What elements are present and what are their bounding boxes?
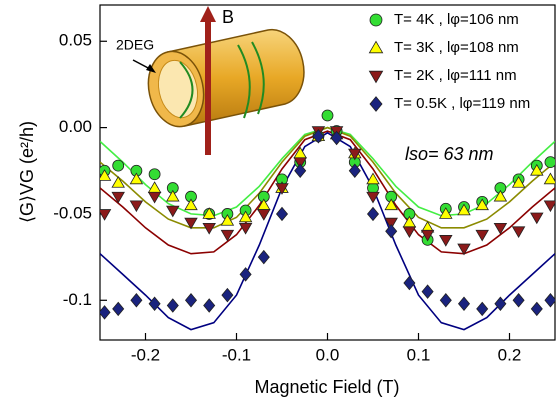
inset-label: 2DEG — [116, 37, 154, 53]
x-tick-label: 0.1 — [407, 345, 431, 364]
page: {"chart_data": { "type": "scatter", "x_l… — [0, 0, 557, 403]
chart: B 2DEG Magnetic Field (T) ⟨G⟩VG (e²/h) l… — [0, 0, 557, 403]
inset-label: B — [222, 7, 234, 27]
y-tick-label: 0.00 — [59, 117, 92, 136]
legend-label: T= 4K , lφ=106 nm — [394, 11, 519, 28]
legend-label: T= 2K , lφ=111 nm — [394, 67, 517, 84]
y-tick-label: 0.05 — [59, 31, 92, 50]
y-axis-label: ⟨G⟩VG (e²/h) — [17, 121, 37, 223]
legend-marker — [370, 14, 382, 26]
annotation: lso= 63 nm — [405, 144, 494, 164]
data-point — [113, 160, 124, 171]
data-point — [149, 169, 160, 180]
y-tick-label: -0.1 — [63, 290, 92, 309]
x-tick-label: 0.2 — [498, 345, 522, 364]
x-tick-label: 0.0 — [316, 345, 340, 364]
y-tick-label: -0.05 — [53, 203, 92, 222]
legend-label: T= 3K , lφ=108 nm — [394, 39, 519, 56]
x-axis-label: Magnetic Field (T) — [254, 377, 399, 397]
legend-label: T= 0.5K , lφ=119 nm — [394, 95, 530, 112]
x-tick-label: -0.1 — [222, 345, 251, 364]
data-point — [322, 110, 333, 121]
data-point — [545, 157, 556, 168]
x-tick-label: -0.2 — [131, 345, 160, 364]
